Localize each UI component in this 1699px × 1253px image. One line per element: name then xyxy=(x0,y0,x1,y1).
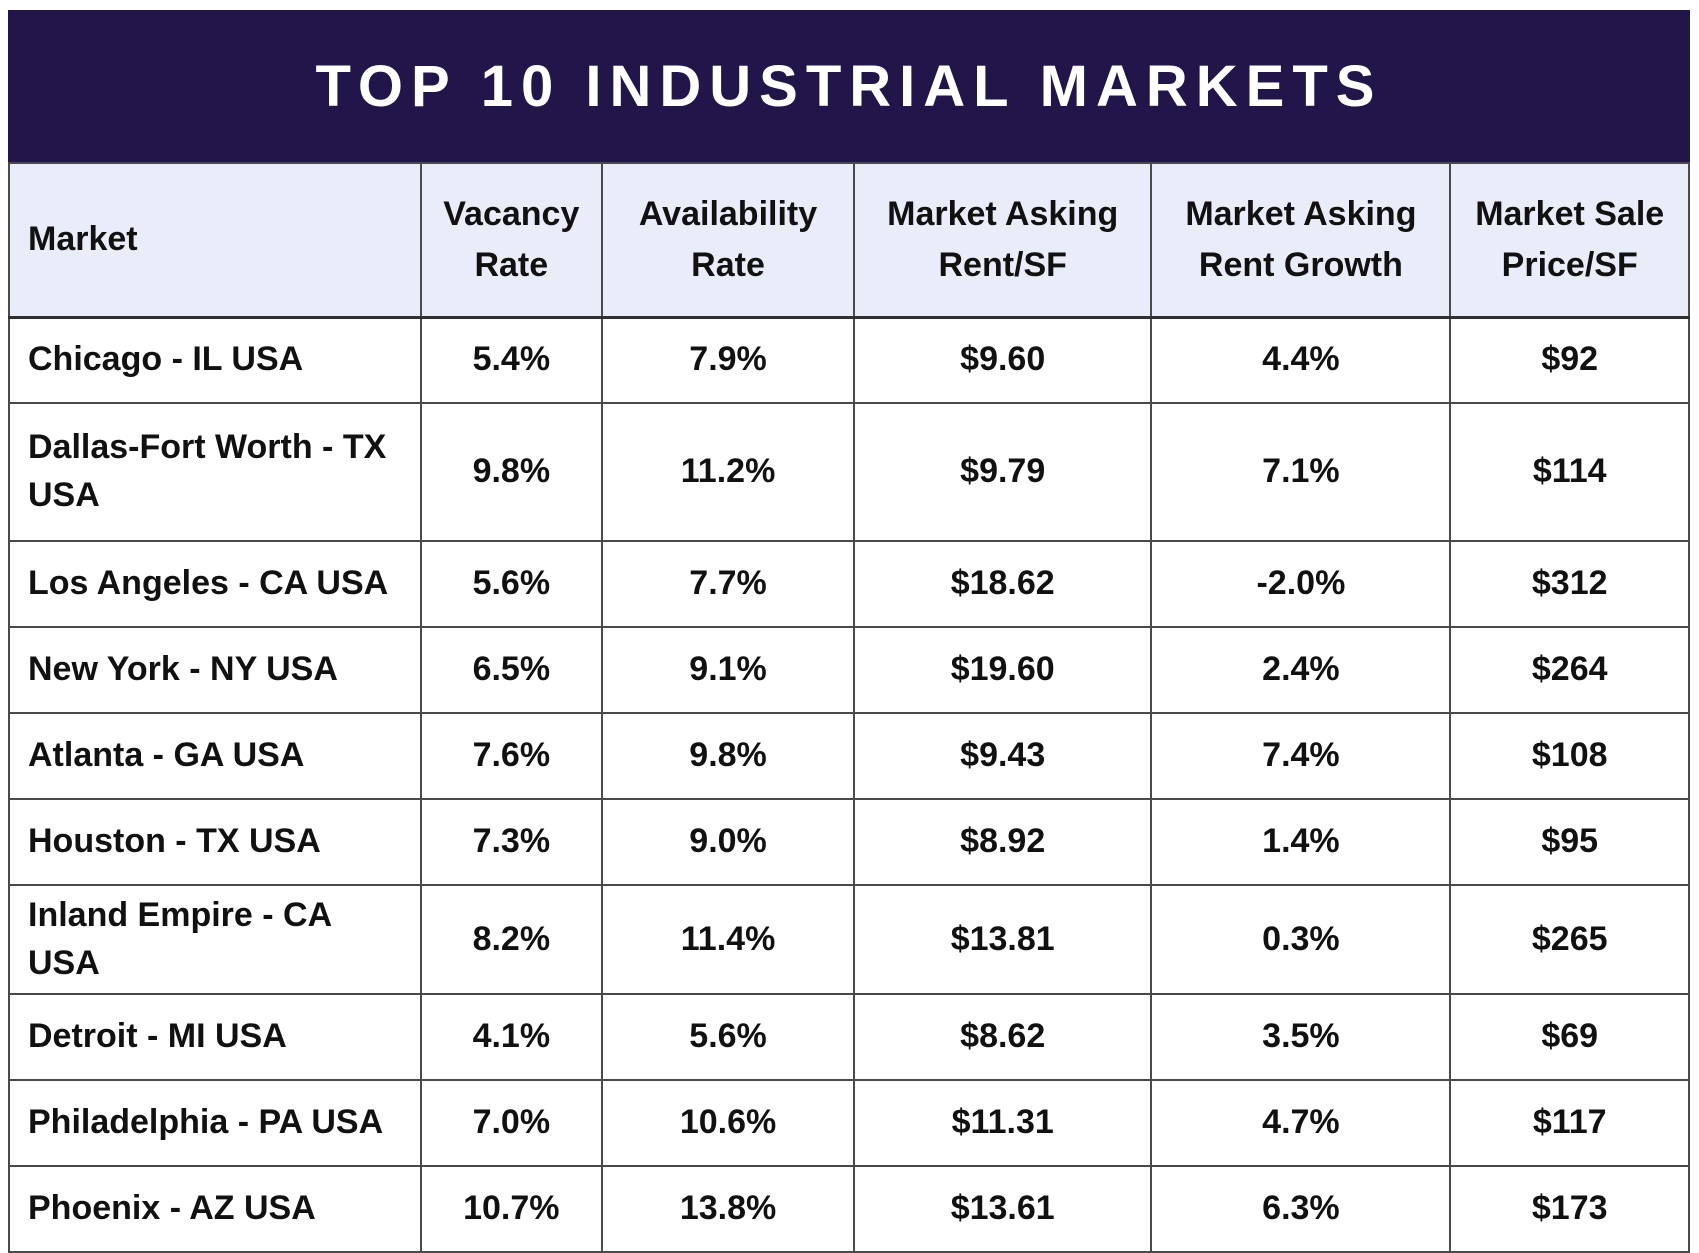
vacancy-rate-cell: 5.4% xyxy=(419,316,604,404)
rent-growth-cell: 7.1% xyxy=(1150,402,1452,542)
availability-rate-cell: 11.4% xyxy=(601,883,856,996)
vacancy-rate-cell: 7.3% xyxy=(419,798,604,886)
market-cell: Houston - TX USA xyxy=(8,798,422,886)
title-banner: TOP 10 INDUSTRIAL MARKETS xyxy=(8,10,1690,162)
market-cell: Chicago - IL USA xyxy=(8,316,422,404)
sale-price-cell: $265 xyxy=(1449,883,1690,996)
table-row: Chicago - IL USA 5.4% 7.9% $9.60 4.4% $9… xyxy=(8,316,1690,404)
sale-price-cell: $117 xyxy=(1449,1079,1690,1168)
asking-rent-cell: $18.62 xyxy=(853,540,1153,628)
asking-rent-cell: $19.60 xyxy=(853,626,1153,714)
market-cell: Atlanta - GA USA xyxy=(8,712,422,800)
asking-rent-cell: $9.43 xyxy=(853,712,1153,800)
rent-growth-cell: 1.4% xyxy=(1150,798,1452,886)
table-row: Philadelphia - PA USA 7.0% 10.6% $11.31 … xyxy=(8,1079,1690,1168)
sale-price-cell: $114 xyxy=(1449,402,1690,542)
asking-rent-cell: $13.61 xyxy=(853,1165,1153,1253)
table-header: Market Vacancy Rate Availability Rate Ma… xyxy=(8,162,1690,319)
rent-growth-cell: 3.5% xyxy=(1150,993,1452,1082)
asking-rent-cell: $13.81 xyxy=(853,883,1153,996)
table-row: Los Angeles - CA USA 5.6% 7.7% $18.62 -2… xyxy=(8,540,1690,628)
asking-rent-cell: $9.60 xyxy=(853,316,1153,404)
asking-rent-cell: $11.31 xyxy=(853,1079,1153,1168)
vacancy-rate-cell: 6.5% xyxy=(419,626,604,714)
table-row: Atlanta - GA USA 7.6% 9.8% $9.43 7.4% $1… xyxy=(8,712,1690,800)
availability-rate-cell: 10.6% xyxy=(601,1079,856,1168)
sale-price-cell: $108 xyxy=(1449,712,1690,800)
market-cell: Los Angeles - CA USA xyxy=(8,540,422,628)
vacancy-rate-cell: 5.6% xyxy=(419,540,604,628)
column-header-rent-growth: Market Asking Rent Growth xyxy=(1150,162,1452,319)
table-row: Houston - TX USA 7.3% 9.0% $8.92 1.4% $9… xyxy=(8,798,1690,886)
page-title: TOP 10 INDUSTRIAL MARKETS xyxy=(315,53,1383,119)
availability-rate-cell: 9.1% xyxy=(601,626,856,714)
market-cell: Philadelphia - PA USA xyxy=(8,1079,422,1168)
table-row: Detroit - MI USA 4.1% 5.6% $8.62 3.5% $6… xyxy=(8,993,1690,1082)
market-cell: Phoenix - AZ USA xyxy=(8,1165,422,1253)
sale-price-cell: $69 xyxy=(1449,993,1690,1082)
table-body: Chicago - IL USA 5.4% 7.9% $9.60 4.4% $9… xyxy=(8,316,1690,1253)
availability-rate-cell: 7.7% xyxy=(601,540,856,628)
vacancy-rate-cell: 9.8% xyxy=(419,402,604,542)
asking-rent-cell: $8.92 xyxy=(853,798,1153,886)
availability-rate-cell: 13.8% xyxy=(601,1165,856,1253)
sale-price-cell: $173 xyxy=(1449,1165,1690,1253)
column-header-sale-price: Market Sale Price/SF xyxy=(1449,162,1690,319)
table-row: Inland Empire - CA USA 8.2% 11.4% $13.81… xyxy=(8,883,1690,996)
sale-price-cell: $95 xyxy=(1449,798,1690,886)
sale-price-cell: $264 xyxy=(1449,626,1690,714)
asking-rent-cell: $9.79 xyxy=(853,402,1153,542)
availability-rate-cell: 7.9% xyxy=(601,316,856,404)
vacancy-rate-cell: 7.6% xyxy=(419,712,604,800)
rent-growth-cell: 0.3% xyxy=(1150,883,1452,996)
market-cell: New York - NY USA xyxy=(8,626,422,714)
vacancy-rate-cell: 4.1% xyxy=(419,993,604,1082)
industrial-markets-table: Market Vacancy Rate Availability Rate Ma… xyxy=(8,162,1690,1253)
table-row: Dallas-Fort Worth - TX USA 9.8% 11.2% $9… xyxy=(8,402,1690,542)
availability-rate-cell: 11.2% xyxy=(601,402,856,542)
header-row: Market Vacancy Rate Availability Rate Ma… xyxy=(8,162,1690,319)
table-row: Phoenix - AZ USA 10.7% 13.8% $13.61 6.3%… xyxy=(8,1165,1690,1253)
market-cell: Inland Empire - CA USA xyxy=(8,883,422,996)
column-header-asking-rent: Market Asking Rent/SF xyxy=(853,162,1153,319)
rent-growth-cell: 6.3% xyxy=(1150,1165,1452,1253)
column-header-availability-rate: Availability Rate xyxy=(601,162,856,319)
rent-growth-cell: 4.7% xyxy=(1150,1079,1452,1168)
availability-rate-cell: 9.8% xyxy=(601,712,856,800)
vacancy-rate-cell: 10.7% xyxy=(419,1165,604,1253)
column-header-vacancy-rate: Vacancy Rate xyxy=(419,162,604,319)
availability-rate-cell: 5.6% xyxy=(601,993,856,1082)
market-cell: Dallas-Fort Worth - TX USA xyxy=(8,402,422,542)
table-row: New York - NY USA 6.5% 9.1% $19.60 2.4% … xyxy=(8,626,1690,714)
vacancy-rate-cell: 8.2% xyxy=(419,883,604,996)
column-header-market: Market xyxy=(8,162,422,319)
asking-rent-cell: $8.62 xyxy=(853,993,1153,1082)
rent-growth-cell: 2.4% xyxy=(1150,626,1452,714)
sale-price-cell: $92 xyxy=(1449,316,1690,404)
sale-price-cell: $312 xyxy=(1449,540,1690,628)
rent-growth-cell: 4.4% xyxy=(1150,316,1452,404)
rent-growth-cell: 7.4% xyxy=(1150,712,1452,800)
market-cell: Detroit - MI USA xyxy=(8,993,422,1082)
availability-rate-cell: 9.0% xyxy=(601,798,856,886)
rent-growth-cell: -2.0% xyxy=(1150,540,1452,628)
vacancy-rate-cell: 7.0% xyxy=(419,1079,604,1168)
